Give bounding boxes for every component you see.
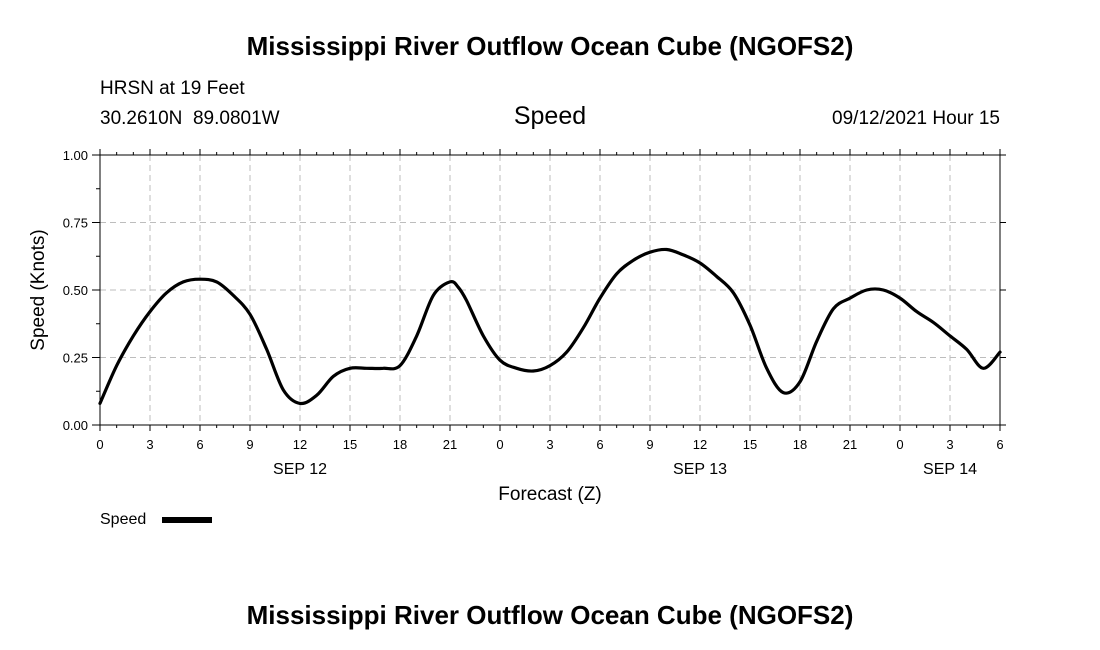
- legend-label-speed: Speed: [100, 511, 146, 528]
- station-label: HRSN at 19 Feet: [100, 78, 245, 99]
- y-tick-label: 0.75: [63, 216, 88, 231]
- x-tick-label: 6: [196, 437, 203, 452]
- speed-series-line: [98, 247, 1002, 406]
- x-tick-labels: 0 3 6 9 12 15 18 21 0 3 6 9 12 15 18 21 0 3 6: [96, 437, 1003, 452]
- x-tick-label: 3: [146, 437, 153, 452]
- chart-title: Mississippi River Outflow Ocean Cube (NG…: [247, 31, 854, 61]
- coordinates-label: 30.2610N 89.0801W: [100, 108, 280, 129]
- x-tick-label: 12: [693, 437, 707, 452]
- x-tick-label: 18: [393, 437, 407, 452]
- x-axis-label: Forecast (Z): [498, 484, 601, 505]
- date-label: SEP 12: [273, 461, 327, 478]
- footer-title: Mississippi River Outflow Ocean Cube (NG…: [247, 600, 854, 630]
- x-tick-label: 15: [343, 437, 357, 452]
- timestamp-label: 09/12/2021 Hour 15: [832, 108, 1000, 129]
- date-labels: SEP 12 SEP 13 SEP 14: [273, 461, 977, 478]
- x-tick-label: 15: [743, 437, 757, 452]
- y-tick-label: 0.25: [63, 351, 88, 366]
- x-tick-label: 6: [996, 437, 1003, 452]
- y-axis-label: Speed (Knots): [28, 229, 49, 350]
- x-tick-label: 12: [293, 437, 307, 452]
- y-tick-label: 0.50: [63, 283, 88, 298]
- x-tick-label: 0: [96, 437, 103, 452]
- x-tick-label: 6: [596, 437, 603, 452]
- x-tick-label: 9: [646, 437, 653, 452]
- plot-frame: [99, 154, 1001, 426]
- x-tick-label: 0: [496, 437, 503, 452]
- x-tick-label: 21: [843, 437, 857, 452]
- variable-label: Speed: [514, 102, 586, 130]
- y-tick-label: 1.00: [63, 148, 88, 163]
- x-tick-label: 3: [946, 437, 953, 452]
- date-label: SEP 14: [923, 461, 977, 478]
- date-label: SEP 13: [673, 461, 727, 478]
- x-tick-label: 18: [793, 437, 807, 452]
- x-tick-label: 0: [896, 437, 903, 452]
- y-tick-labels: 0.00 0.25 0.50 0.75 1.00: [63, 148, 88, 433]
- x-tick-label: 3: [546, 437, 553, 452]
- y-tick-label: 0.00: [63, 418, 88, 433]
- legend: Speed: [100, 511, 212, 528]
- x-tick-label: 9: [246, 437, 253, 452]
- x-tick-label: 21: [443, 437, 457, 452]
